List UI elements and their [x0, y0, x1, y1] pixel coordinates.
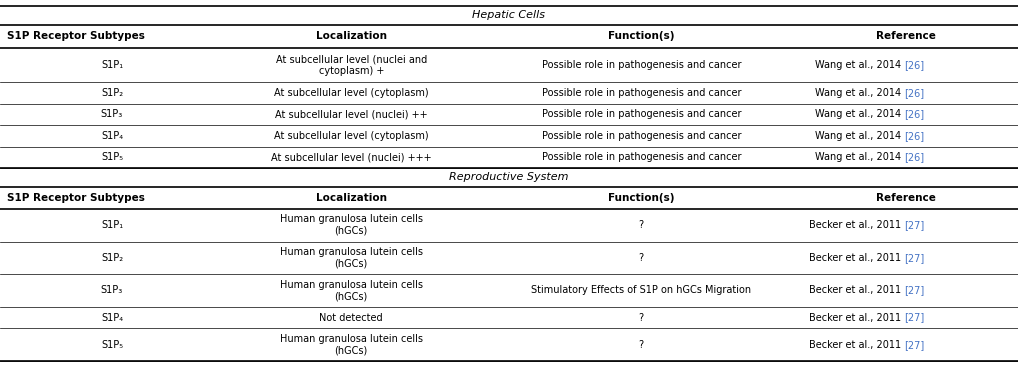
Text: Not detected: Not detected	[320, 313, 383, 322]
Text: [27]: [27]	[904, 313, 924, 322]
Text: Human granulosa lutein cells
(hGCs): Human granulosa lutein cells (hGCs)	[280, 214, 422, 236]
Text: ?: ?	[638, 313, 644, 322]
Text: Possible role in pathogenesis and cancer: Possible role in pathogenesis and cancer	[542, 88, 741, 98]
Text: Stimulatory Effects of S1P on hGCs Migration: Stimulatory Effects of S1P on hGCs Migra…	[531, 286, 751, 295]
Text: Possible role in pathogenesis and cancer: Possible role in pathogenesis and cancer	[542, 152, 741, 162]
Text: Wang et al., 2014: Wang et al., 2014	[814, 60, 904, 70]
Text: Function(s): Function(s)	[608, 32, 675, 41]
Text: [26]: [26]	[904, 152, 924, 162]
Text: Becker et al., 2011: Becker et al., 2011	[808, 286, 904, 295]
Text: Becker et al., 2011: Becker et al., 2011	[808, 340, 904, 349]
Text: [27]: [27]	[904, 340, 924, 349]
Text: Becker et al., 2011: Becker et al., 2011	[808, 313, 904, 322]
Text: ?: ?	[638, 340, 644, 349]
Text: S1P₂: S1P₂	[101, 88, 123, 98]
Text: [26]: [26]	[904, 109, 924, 119]
Text: S1P₁: S1P₁	[101, 60, 123, 70]
Text: At subcellular level (nuclei) +++: At subcellular level (nuclei) +++	[271, 152, 432, 162]
Text: Possible role in pathogenesis and cancer: Possible role in pathogenesis and cancer	[542, 131, 741, 141]
Text: Wang et al., 2014: Wang et al., 2014	[814, 152, 904, 162]
Text: S1P₄: S1P₄	[101, 131, 123, 141]
Text: Reproductive System: Reproductive System	[449, 173, 569, 182]
Text: Reference: Reference	[876, 32, 936, 41]
Text: At subcellular level (nuclei and
cytoplasm) +: At subcellular level (nuclei and cytopla…	[276, 54, 427, 76]
Text: [27]: [27]	[904, 253, 924, 263]
Text: S1P₃: S1P₃	[101, 286, 123, 295]
Text: [26]: [26]	[904, 131, 924, 141]
Text: At subcellular level (cytoplasm): At subcellular level (cytoplasm)	[274, 88, 429, 98]
Text: S1P₃: S1P₃	[101, 109, 123, 119]
Text: Wang et al., 2014: Wang et al., 2014	[814, 131, 904, 141]
Text: [27]: [27]	[904, 286, 924, 295]
Text: S1P Receptor Subtypes: S1P Receptor Subtypes	[7, 32, 145, 41]
Text: Wang et al., 2014: Wang et al., 2014	[814, 88, 904, 98]
Text: [26]: [26]	[904, 88, 924, 98]
Text: Reference: Reference	[876, 193, 936, 203]
Text: ?: ?	[638, 253, 644, 263]
Text: At subcellular level (nuclei) ++: At subcellular level (nuclei) ++	[275, 109, 428, 119]
Text: ?: ?	[638, 220, 644, 230]
Text: Localization: Localization	[316, 193, 387, 203]
Text: [26]: [26]	[904, 60, 924, 70]
Text: S1P₁: S1P₁	[101, 220, 123, 230]
Text: Human granulosa lutein cells
(hGCs): Human granulosa lutein cells (hGCs)	[280, 334, 422, 355]
Text: Becker et al., 2011: Becker et al., 2011	[808, 253, 904, 263]
Text: S1P Receptor Subtypes: S1P Receptor Subtypes	[7, 193, 145, 203]
Text: Localization: Localization	[316, 32, 387, 41]
Text: Possible role in pathogenesis and cancer: Possible role in pathogenesis and cancer	[542, 60, 741, 70]
Text: [27]: [27]	[904, 220, 924, 230]
Text: S1P₅: S1P₅	[101, 340, 123, 349]
Text: Possible role in pathogenesis and cancer: Possible role in pathogenesis and cancer	[542, 109, 741, 119]
Text: Wang et al., 2014: Wang et al., 2014	[814, 109, 904, 119]
Text: S1P₅: S1P₅	[101, 152, 123, 162]
Text: S1P₂: S1P₂	[101, 253, 123, 263]
Text: Human granulosa lutein cells
(hGCs): Human granulosa lutein cells (hGCs)	[280, 280, 422, 301]
Text: Human granulosa lutein cells
(hGCs): Human granulosa lutein cells (hGCs)	[280, 247, 422, 269]
Text: Becker et al., 2011: Becker et al., 2011	[808, 220, 904, 230]
Text: Function(s): Function(s)	[608, 193, 675, 203]
Text: S1P₄: S1P₄	[101, 313, 123, 322]
Text: Hepatic Cells: Hepatic Cells	[472, 10, 546, 20]
Text: At subcellular level (cytoplasm): At subcellular level (cytoplasm)	[274, 131, 429, 141]
